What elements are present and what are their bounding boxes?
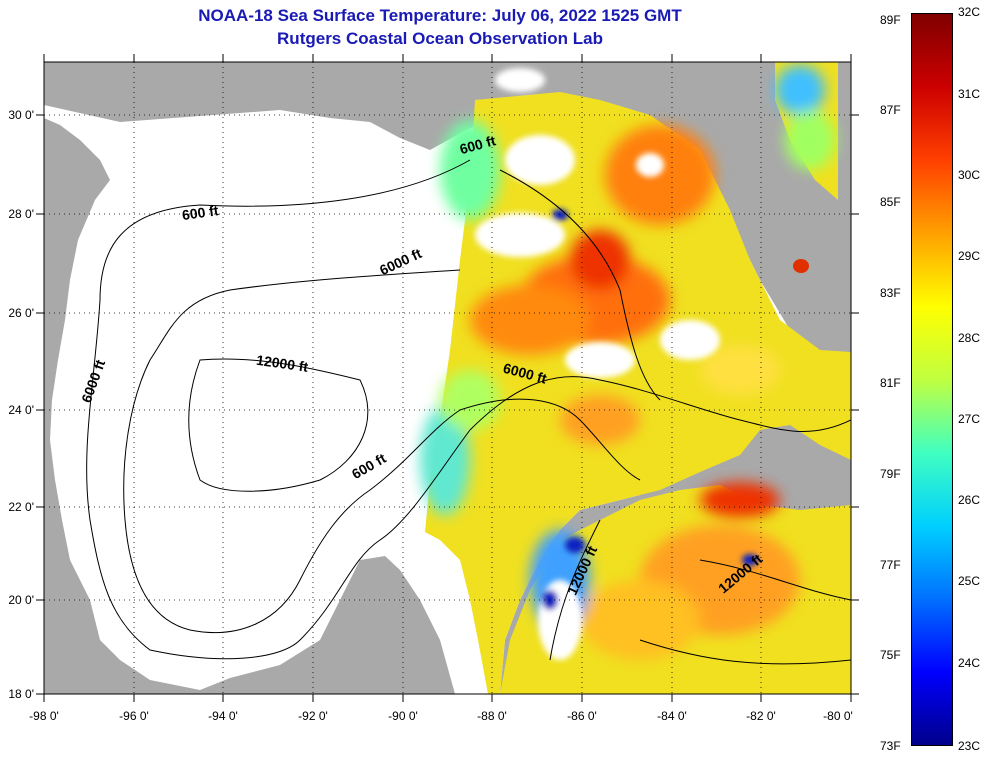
- colorbar-celsius-label: 31C: [958, 87, 981, 101]
- colorbar-fahrenheit-label: 73F: [880, 739, 901, 753]
- map-subtitle: Rutgers Coastal Ocean Observation Lab: [277, 29, 603, 48]
- colorbar-celsius-label: 30C: [958, 168, 981, 182]
- colorbar-fahrenheit-label: 83F: [880, 286, 901, 300]
- lat-axis-labels: 18 0' 20 0' 22 0' 24 0' 26 0' 28 0' 30 0…: [8, 108, 34, 701]
- colorbar-fahrenheit-label: 79F: [880, 467, 901, 481]
- sst-swath: [420, 62, 851, 694]
- colorbar-celsius-label: 26C: [958, 493, 981, 507]
- lon-tick-label: -96 0': [119, 709, 149, 723]
- lon-tick-label: -86 0': [567, 709, 597, 723]
- lat-tick-label: 22 0': [8, 500, 34, 514]
- lat-tick-label: 28 0': [8, 207, 34, 221]
- lat-tick-label: 18 0': [8, 687, 34, 701]
- lat-lon-grid: [44, 62, 851, 694]
- lon-axis-labels: -98 0' -96 0' -94 0' -92 0' -90 0' -88 0…: [29, 709, 853, 723]
- lon-tick-label: -80 0': [823, 709, 853, 723]
- colorbar-celsius-label: 32C: [958, 5, 981, 19]
- map-frame: [43, 61, 852, 695]
- frame-ticks: [36, 54, 859, 702]
- lat-tick-label: 20 0': [8, 593, 34, 607]
- lat-tick-label: 26 0': [8, 306, 34, 320]
- colorbar-fahrenheit-label: 85F: [880, 195, 901, 209]
- lon-tick-label: -88 0': [477, 709, 507, 723]
- colorbar-celsius-label: 24C: [958, 656, 981, 670]
- lon-tick-label: -90 0': [388, 709, 418, 723]
- lon-tick-label: -92 0': [298, 709, 328, 723]
- colorbar-fahrenheit-label: 75F: [880, 648, 901, 662]
- lat-tick-label: 24 0': [8, 403, 34, 417]
- lat-tick-label: 30 0': [8, 108, 34, 122]
- colorbar-fahrenheit-label: 87F: [880, 103, 901, 117]
- lon-tick-label: -94 0': [208, 709, 238, 723]
- lon-tick-label: -98 0': [29, 709, 59, 723]
- map-title: NOAA-18 Sea Surface Temperature: July 06…: [198, 6, 682, 25]
- depth-contours: [86, 159, 851, 665]
- colorbar-fahrenheit-label: 77F: [880, 558, 901, 572]
- lon-tick-label: -82 0': [746, 709, 776, 723]
- lon-tick-label: -84 0': [657, 709, 687, 723]
- colorbar-celsius-label: 23C: [958, 739, 981, 753]
- temperature-colorbar: [911, 13, 953, 746]
- contour-label: 600 ft: [181, 202, 220, 223]
- colorbar-celsius-label: 28C: [958, 331, 981, 345]
- contour-label: 12000 ft: [255, 352, 309, 375]
- colorbar-fahrenheit-label: 81F: [880, 376, 901, 390]
- colorbar-celsius-label: 27C: [958, 412, 981, 426]
- colorbar-celsius-label: 29C: [958, 249, 981, 263]
- colorbar-fahrenheit-label: 89F: [880, 13, 901, 27]
- colorbar-celsius-label: 25C: [958, 574, 981, 588]
